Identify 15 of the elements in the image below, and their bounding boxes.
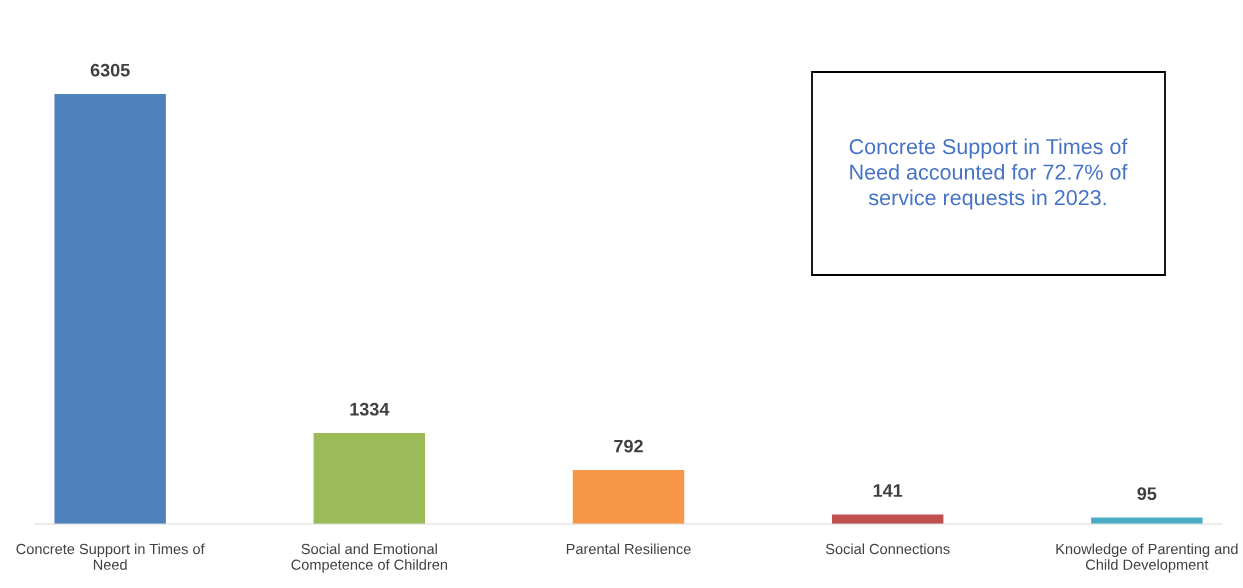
bar — [54, 94, 166, 524]
data-label: 792 — [614, 439, 643, 453]
data-label: 6305 — [90, 63, 130, 77]
data-label: 1334 — [350, 402, 390, 416]
x-tick-label: Knowledge of Parenting and Child Development — [1056, 543, 1238, 573]
x-tick-label: Concrete Support in Times of Need — [16, 543, 205, 570]
bar — [831, 514, 944, 524]
bar — [572, 469, 685, 524]
x-tick-label: Parental Resilience — [566, 543, 691, 555]
annotation: Concrete Support in Times of Need accounted for 72.7% of service requests in 2023. — [849, 138, 1128, 210]
data-label: 95 — [1137, 487, 1157, 501]
data-label: 141 — [873, 484, 903, 497]
x-tick-label: Social and Emotional Competence of Children — [291, 543, 448, 573]
x-tick-label: Social Connections — [825, 543, 950, 555]
bar — [313, 433, 426, 524]
